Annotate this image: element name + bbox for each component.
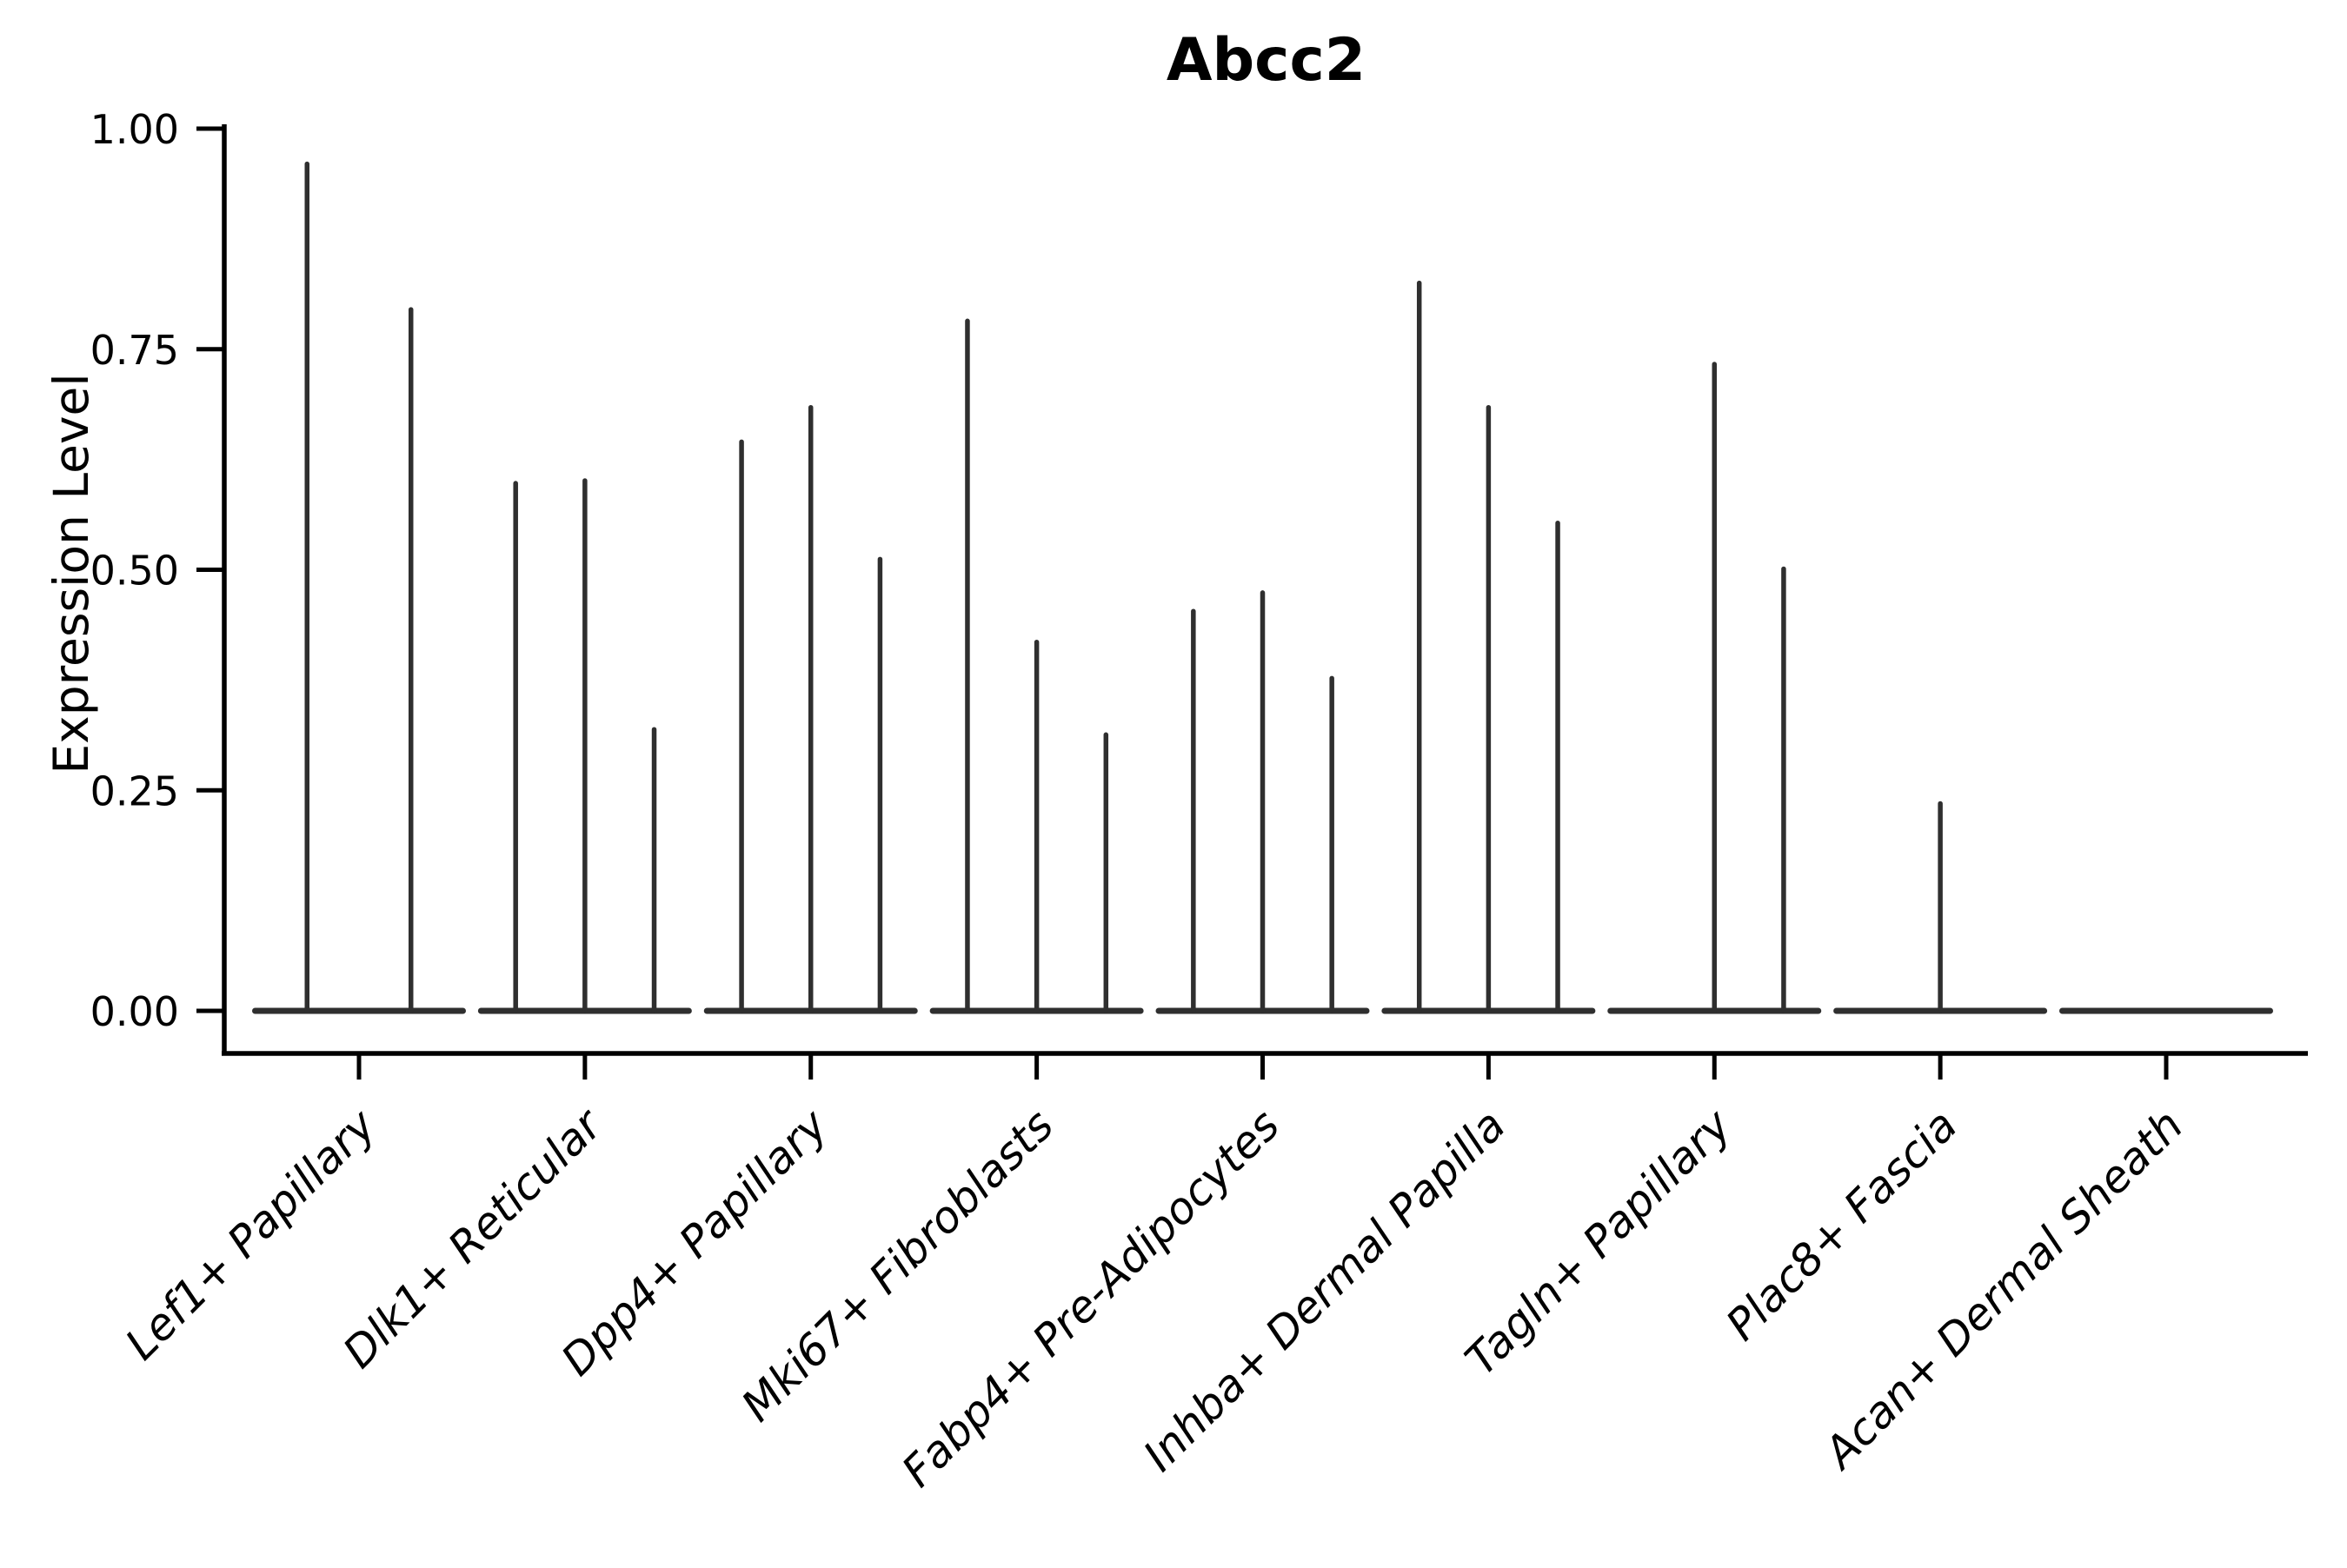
x-tick-label: Fabp4+ Pre-Adipocytes xyxy=(892,1100,1289,1497)
x-tick-label: Acan+ Dermal Sheath xyxy=(1813,1100,2193,1479)
y-tick-label: 0.00 xyxy=(90,988,179,1035)
x-tick-label: Inhba+ Dermal Papilla xyxy=(1134,1100,1514,1480)
y-tick-label: 0.25 xyxy=(90,767,179,814)
chart-title: Abcc2 xyxy=(1166,26,1366,95)
x-tick-label: Plac8+ Fascia xyxy=(1717,1100,1967,1350)
y-tick-label: 0.50 xyxy=(90,548,179,595)
y-tick-label: 1.00 xyxy=(90,106,179,153)
y-axis-label: Expression Level xyxy=(43,373,99,774)
y-tick-label: 0.75 xyxy=(90,327,179,374)
